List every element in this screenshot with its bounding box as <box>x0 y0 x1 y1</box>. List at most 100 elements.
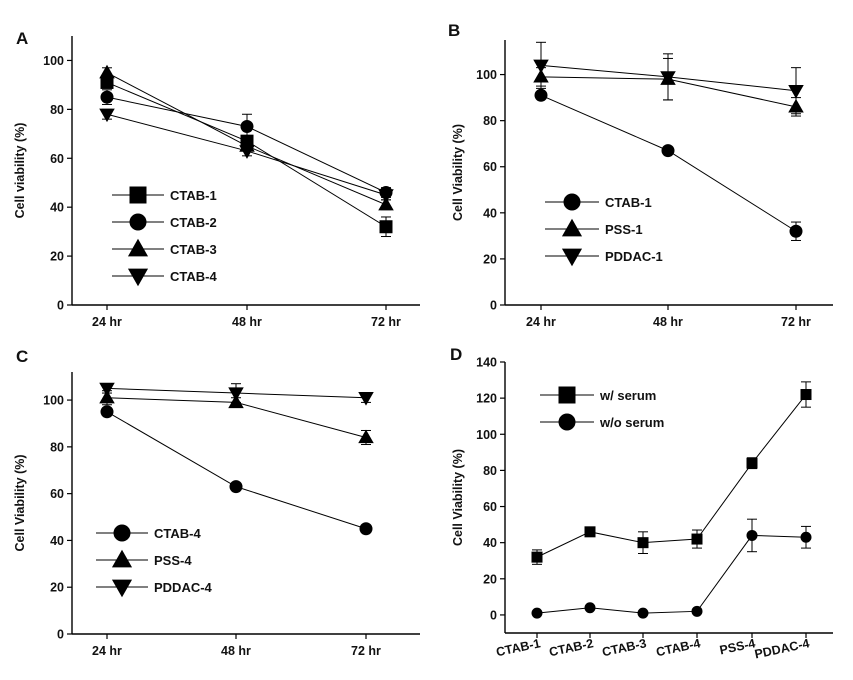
y-tick-label: 80 <box>50 440 64 454</box>
y-tick-label: 100 <box>43 54 64 68</box>
data-point <box>691 605 703 617</box>
y-tick-label: 0 <box>57 628 64 642</box>
y-tick-label: 100 <box>43 394 64 408</box>
y-tick-label: 40 <box>50 201 64 215</box>
legend-marker <box>561 218 583 237</box>
data-point <box>359 522 373 536</box>
y-tick-label: 0 <box>490 299 497 313</box>
y-tick-label: 140 <box>476 356 497 370</box>
x-tick-label: 24 hr <box>92 644 122 658</box>
series-ctab-4 <box>99 108 394 203</box>
x-tick-label: 48 hr <box>232 315 262 329</box>
data-point <box>378 196 394 211</box>
y-tick-label: 20 <box>483 572 497 586</box>
series-ctab-1 <box>534 88 803 241</box>
y-tick-label: 40 <box>483 206 497 220</box>
series-w-serum <box>531 381 812 565</box>
chart-panel-d: D 0 20 40 60 80 100 120 140 CTAB-1 CTAB-2 CTAB-3 CTA… <box>450 345 833 661</box>
data-point <box>691 533 703 545</box>
data-point <box>534 88 548 102</box>
legend-label: w/ serum <box>599 388 656 403</box>
legend-marker <box>563 193 581 211</box>
data-point <box>788 85 804 99</box>
legend-label: PDDAC-1 <box>605 249 663 264</box>
data-point <box>99 389 115 404</box>
x-tick-label: PSS-4 <box>718 636 756 657</box>
data-point <box>800 389 812 401</box>
data-point <box>99 382 115 397</box>
legend-label: PSS-4 <box>154 553 192 568</box>
chart-panel-a: A 0 20 40 60 80 100 24 hr 48 hr 72 hr Cell viabili… <box>13 29 420 329</box>
x-tick-label: PDDAC-4 <box>753 636 810 661</box>
series-line <box>536 534 807 614</box>
legend-label: CTAB-4 <box>170 269 217 284</box>
legend-label: w/o serum <box>599 415 664 430</box>
chart-panel-b: B 0 20 40 60 80 100 24 hr 48 hr 72 hr Cell Viabili… <box>448 21 833 329</box>
data-point <box>584 602 596 614</box>
data-point <box>789 224 803 238</box>
x-tick-label: 48 hr <box>653 315 683 329</box>
panel-letter: A <box>16 29 28 48</box>
data-point <box>100 405 114 419</box>
y-axis-title: Cell Viability (%) <box>451 449 465 546</box>
legend-marker <box>558 413 576 431</box>
legend-marker <box>561 248 583 267</box>
series-line <box>540 94 797 232</box>
series-w-o-serum <box>531 518 812 619</box>
y-axis-title: Cell Viability (%) <box>451 124 465 221</box>
data-point <box>358 429 374 444</box>
x-tick-label: CTAB-3 <box>601 636 648 659</box>
legend-label: CTAB-1 <box>605 195 652 210</box>
legend-label: PSS-1 <box>605 222 643 237</box>
y-tick-label: 120 <box>476 392 497 406</box>
x-tick-label: 48 hr <box>221 644 251 658</box>
y-tick-label: 20 <box>50 581 64 595</box>
data-point <box>240 119 254 133</box>
y-tick-label: 60 <box>483 160 497 174</box>
y-tick-label: 60 <box>50 487 64 501</box>
data-point <box>533 59 549 74</box>
y-tick-label: 80 <box>50 103 64 117</box>
legend-label: CTAB-2 <box>170 215 217 230</box>
data-point <box>584 526 596 538</box>
series-line <box>106 411 367 530</box>
legend-marker <box>111 579 133 598</box>
data-point <box>99 64 115 79</box>
x-tick-label: CTAB-1 <box>495 636 542 659</box>
y-tick-label: 20 <box>50 250 64 264</box>
data-point <box>660 71 676 85</box>
data-point <box>228 387 244 401</box>
x-tick-label: CTAB-2 <box>548 636 595 659</box>
y-tick-label: 80 <box>483 464 497 478</box>
legend: w/ serum w/o serum <box>540 386 664 431</box>
y-tick-label: 100 <box>476 428 497 442</box>
data-point <box>637 537 649 549</box>
legend-marker <box>558 386 576 404</box>
y-tick-label: 40 <box>50 534 64 548</box>
legend-marker <box>127 268 149 287</box>
data-point <box>637 607 649 619</box>
x-tick-label: 72 hr <box>781 315 811 329</box>
legend: CTAB-1 CTAB-2 CTAB-3 CTAB-4 <box>112 186 217 287</box>
legend-marker <box>111 549 133 568</box>
data-point <box>531 607 543 619</box>
data-point <box>531 551 543 563</box>
y-tick-label: 100 <box>476 68 497 82</box>
data-point <box>746 529 758 541</box>
y-axis-title: Cell viability (%) <box>13 123 27 219</box>
y-tick-label: 60 <box>483 500 497 514</box>
data-point <box>746 457 758 469</box>
series-ctab-4 <box>100 405 373 536</box>
panel-letter: D <box>450 345 462 364</box>
data-point <box>229 480 243 494</box>
series-line <box>536 394 807 558</box>
y-tick-label: 80 <box>483 114 497 128</box>
series-pddac-4 <box>99 382 374 406</box>
x-tick-label: CTAB-4 <box>655 636 702 659</box>
legend-label: PDDAC-4 <box>154 580 213 595</box>
data-point <box>358 392 374 406</box>
legend-label: CTAB-1 <box>170 188 217 203</box>
data-point <box>100 90 114 104</box>
legend: CTAB-4 PSS-4 PDDAC-4 <box>96 524 213 598</box>
